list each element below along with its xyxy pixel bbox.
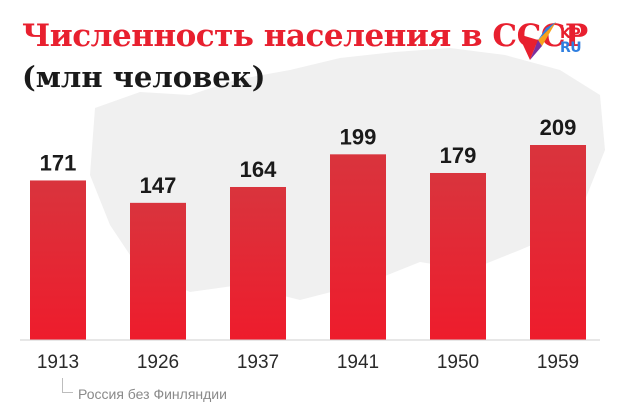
data-label-1926: 147 bbox=[140, 173, 177, 198]
x-tick-label-1913: 1913 bbox=[37, 352, 79, 373]
chart-title: Численность населения в СССР bbox=[22, 18, 588, 54]
x-tick-label-1959: 1959 bbox=[537, 352, 579, 373]
bar-1937 bbox=[230, 186, 286, 340]
footnote-bracket bbox=[62, 378, 73, 393]
x-tick-label-1937: 1937 bbox=[237, 352, 279, 373]
bar-1926 bbox=[130, 202, 186, 340]
bar-1913 bbox=[30, 180, 86, 340]
data-label-1941: 199 bbox=[340, 124, 377, 149]
data-label-1959: 209 bbox=[540, 115, 577, 140]
chart-subtitle: (млн человек) bbox=[22, 60, 266, 94]
logo-line1: KP bbox=[560, 26, 581, 42]
x-tick-label-1950: 1950 bbox=[437, 352, 479, 373]
x-tick-label-1941: 1941 bbox=[337, 352, 379, 373]
logo-line2: RU bbox=[560, 40, 582, 56]
footnote: Россия без Финляндии bbox=[78, 386, 227, 402]
bar-1959 bbox=[530, 145, 586, 340]
kp-logo-text: KP RU bbox=[560, 26, 582, 56]
bar-1941 bbox=[330, 154, 386, 340]
x-tick-label-1926: 1926 bbox=[137, 352, 179, 373]
data-label-1950: 179 bbox=[440, 143, 477, 168]
data-label-1913: 171 bbox=[40, 150, 77, 175]
kp-bird-logo-icon bbox=[518, 22, 556, 60]
data-label-1937: 164 bbox=[240, 157, 277, 182]
bar-1950 bbox=[430, 172, 486, 340]
